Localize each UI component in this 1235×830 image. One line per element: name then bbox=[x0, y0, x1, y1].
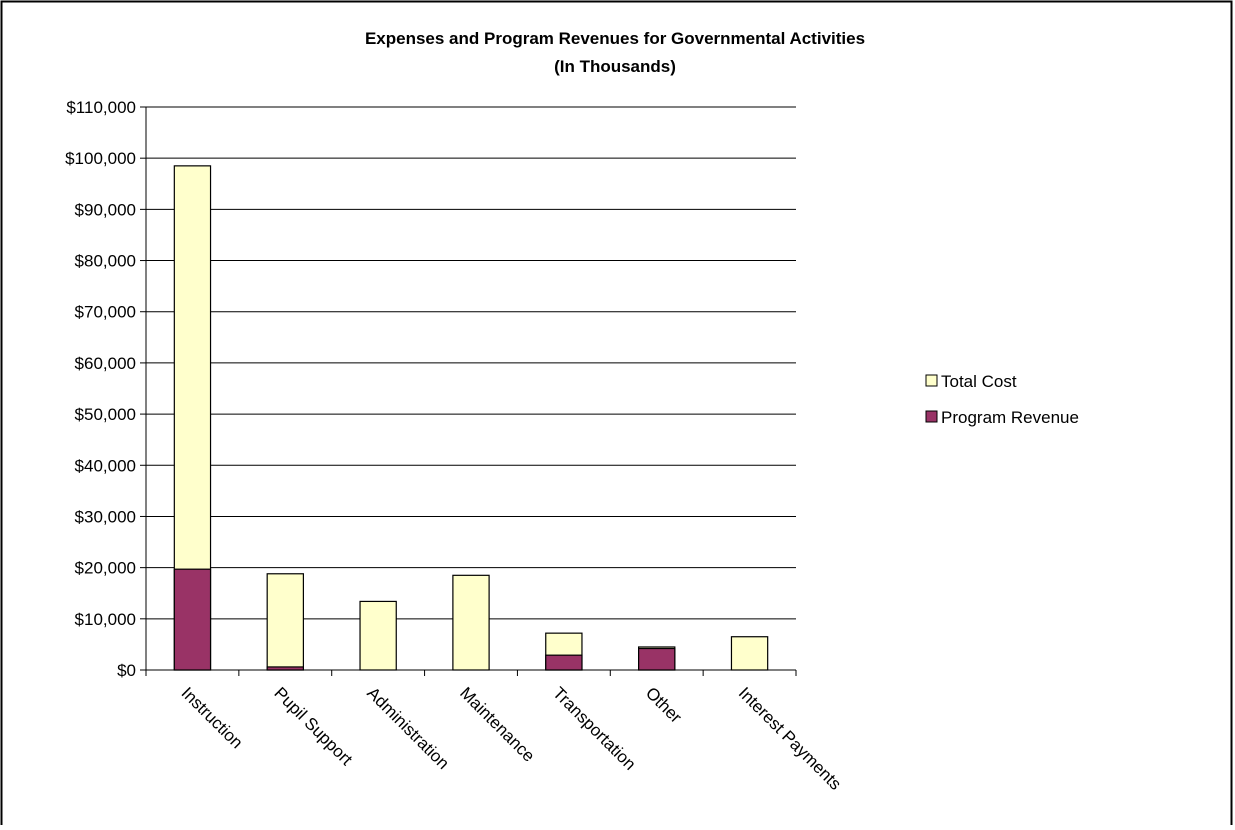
y-tick-label: $80,000 bbox=[75, 252, 136, 271]
bar-total-cost bbox=[730, 636, 769, 671]
bar-total-cost bbox=[359, 600, 397, 671]
bars bbox=[173, 165, 769, 671]
bar-total-cost bbox=[452, 574, 490, 671]
y-tick-label: $70,000 bbox=[75, 303, 136, 322]
chart-title: Expenses and Program Revenues for Govern… bbox=[365, 29, 865, 48]
chart-subtitle: (In Thousands) bbox=[554, 57, 676, 76]
legend-label-total-cost: Total Cost bbox=[941, 372, 1017, 391]
y-tick-label: $90,000 bbox=[75, 200, 136, 219]
y-tick-label: $60,000 bbox=[75, 354, 136, 373]
y-tick-label: $110,000 bbox=[66, 98, 136, 117]
bar-program-revenue bbox=[638, 647, 676, 671]
bar-program-revenue bbox=[173, 568, 212, 671]
y-tick-label: $100,000 bbox=[65, 149, 136, 168]
legend-label-program-revenue: Program Revenue bbox=[941, 408, 1079, 427]
bar-program-revenue bbox=[266, 666, 304, 671]
y-tick-label: $40,000 bbox=[75, 456, 136, 475]
y-tick-labels: $0 $10,000 $20,000 $30,000 $40,000 $50,000 $60… bbox=[65, 98, 136, 680]
y-tick-label: $20,000 bbox=[75, 559, 136, 578]
y-tick-label: $30,000 bbox=[75, 507, 136, 526]
bar-total-cost bbox=[266, 573, 304, 671]
legend: Total Cost Program Revenue bbox=[925, 372, 1079, 427]
y-tick-label: $0 bbox=[117, 661, 136, 680]
y-tick-label: $50,000 bbox=[75, 405, 136, 424]
legend-swatch-total-cost bbox=[925, 374, 938, 387]
y-tick-label: $10,000 bbox=[75, 610, 136, 629]
legend-swatch-program-revenue bbox=[925, 410, 938, 423]
bar-program-revenue bbox=[545, 654, 583, 671]
